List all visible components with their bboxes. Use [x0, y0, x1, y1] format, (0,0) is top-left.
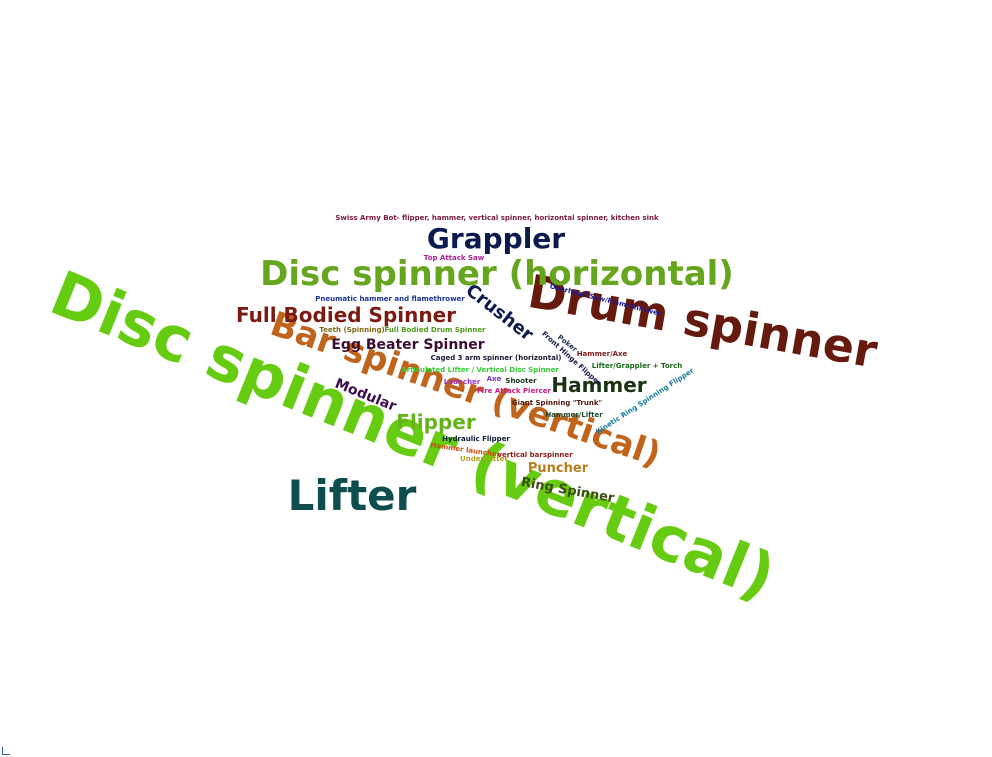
word-full-bodied-spinner: Full Bodied Spinner [236, 303, 456, 327]
word-caged-3-arm-spinner: Caged 3 arm spinner (horizontal) [431, 354, 562, 362]
word-hammer: Hammer [551, 373, 646, 397]
word-flipper: Flipper [396, 410, 476, 434]
word-lifter-grappler-torch: Lifter/Grappler + Torch [592, 362, 683, 370]
word-shooter: Shooter [505, 377, 537, 385]
word-egg-beater-spinner: Egg Beater Spinner [331, 337, 484, 353]
word-vertical-barspinner: vertical barspinner [497, 451, 573, 459]
word-disc-spinner-horizontal: Disc spinner (horizontal) [260, 254, 734, 294]
word-puncher: Puncher [528, 461, 589, 476]
word-axe: Axe [487, 375, 502, 383]
word-pneumatic-hammer-flamethrower: Pneumatic hammer and flamethrower [315, 295, 465, 303]
word-grappler: Grappler [427, 222, 565, 255]
word-launcher: Launcher [444, 378, 481, 386]
word-teeth-spinning: Teeth (Spinning) [319, 326, 384, 334]
word-hydraulic-flipper: Hydraulic Flipper [442, 435, 510, 443]
word-articulated-lifter: Articulated Lifter / Vertical Disc Spinn… [401, 366, 559, 374]
word-hammer-axe: Hammer/Axe [577, 350, 628, 358]
word-undercutter: Undercutter [460, 455, 508, 463]
word-swiss-army-bot: Swiss Army Bot- flipper, hammer, vertica… [335, 214, 659, 222]
word-full-bodied-drum-spinner: Full Bodied Drum Spinner [385, 326, 487, 334]
corner-mark [2, 747, 10, 755]
word-top-attack-saw: Top Attack Saw [424, 254, 485, 262]
word-lifter: Lifter [288, 471, 417, 520]
word-hammer-lifter: Hammer/Lifter [545, 411, 603, 419]
word-fire-attack-piercer: Fire Attack Piercer [477, 387, 552, 395]
word-giant-spinning-trunk: Giant Spinning "Trunk" [512, 399, 602, 407]
